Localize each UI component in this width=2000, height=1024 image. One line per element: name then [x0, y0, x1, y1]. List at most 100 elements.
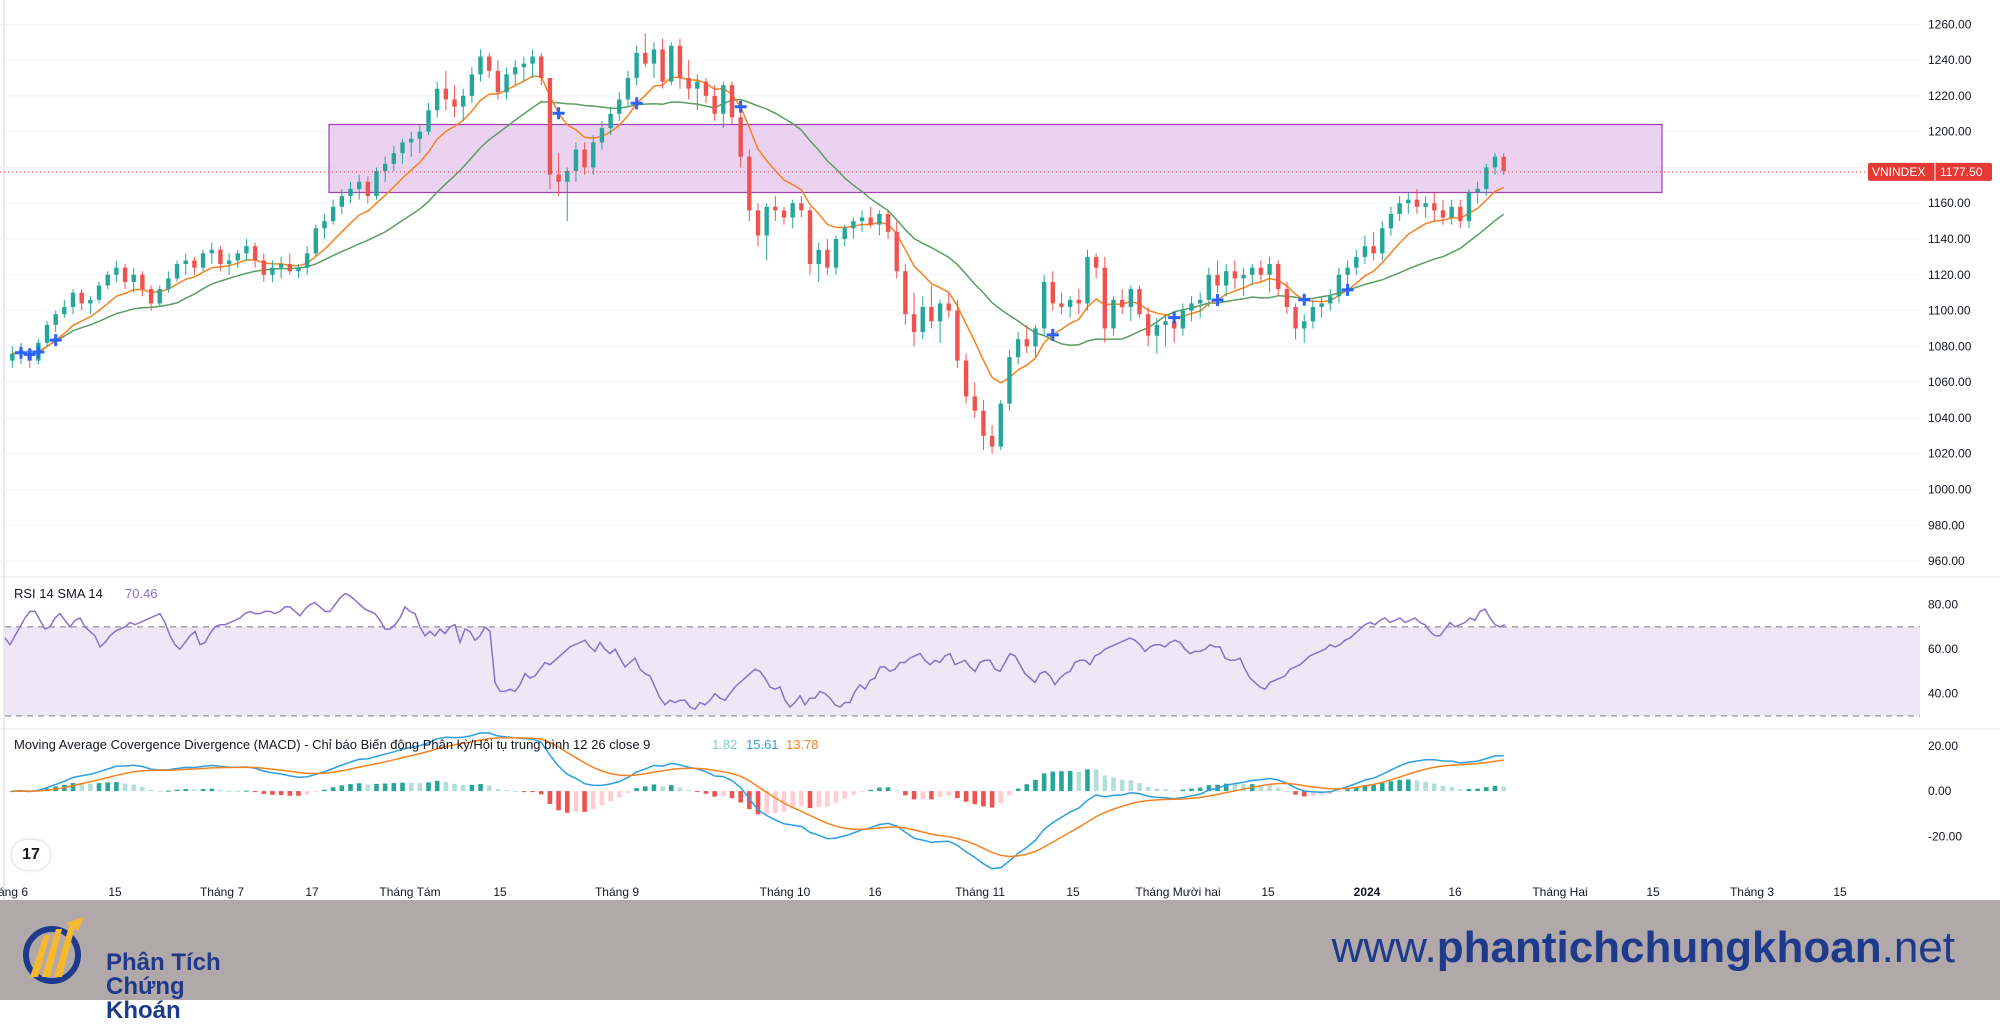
macd-histogram-bar — [209, 788, 215, 792]
candle-body — [1076, 299, 1082, 304]
candle-body — [521, 63, 527, 68]
chart-svg[interactable]: 1260.001240.001220.001200.001180.001160.… — [0, 0, 2000, 900]
candle-body — [539, 56, 544, 78]
price-axis-label: 1140.00 — [1928, 232, 1971, 246]
candle-body — [1284, 289, 1290, 307]
time-axis-label: 17 — [305, 885, 319, 899]
candle-body — [1328, 296, 1333, 304]
macd-histogram-bar — [96, 783, 102, 792]
candle-body — [1180, 310, 1186, 329]
macd-histogram-bar — [773, 791, 778, 814]
time-axis-label: 16 — [1448, 885, 1462, 899]
tradingview-logo[interactable]: 17 — [12, 840, 50, 870]
macd-histogram-bar — [192, 789, 197, 792]
candle-body — [1388, 213, 1394, 229]
candle-body — [330, 206, 336, 222]
macd-histogram-bar — [1466, 788, 1472, 792]
candle-body — [339, 196, 345, 207]
macd-histogram-bar — [426, 782, 431, 792]
macd-histogram-bar — [1119, 779, 1125, 792]
macd-histogram-bar — [88, 783, 93, 792]
candle-body — [738, 117, 743, 157]
macd-histogram-bar — [1492, 785, 1498, 792]
macd-histogram-bar — [1336, 791, 1342, 793]
macd-histogram-bar — [660, 786, 665, 792]
candle-body — [1059, 303, 1064, 307]
candle-body — [461, 95, 466, 107]
candle-body — [157, 289, 162, 304]
macd-histogram-bar — [946, 791, 952, 796]
candle-body — [1050, 281, 1055, 304]
candle-body — [764, 206, 769, 236]
macd-histogram-bar — [703, 791, 709, 794]
website-url[interactable]: www.phantichchungkhoan.net — [1332, 920, 1955, 976]
candle-body — [1189, 303, 1194, 311]
macd-histogram-bar — [1371, 784, 1376, 792]
macd-histogram-bar — [885, 787, 891, 792]
candle-body — [911, 314, 917, 333]
candle-body — [1015, 339, 1021, 358]
macd-signal-value: 13.78 — [786, 737, 819, 752]
candle-body — [643, 52, 648, 64]
macd-histogram-bar — [1353, 787, 1359, 792]
ma-cross-marker — [49, 334, 62, 347]
price-axis-label: 1220.00 — [1928, 89, 1972, 103]
macd-histogram-bar — [842, 791, 848, 799]
macd-histogram-bar — [747, 791, 752, 810]
macd-axis-label: -20.00 — [1928, 829, 1962, 843]
macd-histogram-bar — [825, 791, 830, 807]
time-axis-label: Tháng Tám — [379, 885, 440, 899]
candle-body — [1293, 306, 1298, 329]
candle-body — [755, 210, 761, 236]
macd-histogram-bar — [452, 783, 457, 792]
macd-histogram-bar — [365, 784, 371, 792]
macd-histogram-bar — [157, 790, 163, 792]
stock-chart[interactable]: 1260.001240.001220.001200.001180.001160.… — [0, 0, 2000, 900]
macd-histogram-bar — [1319, 791, 1324, 796]
macd-histogram-bar — [339, 785, 345, 792]
macd-histogram-bar — [79, 783, 84, 792]
rsi-value: 70.46 — [125, 586, 158, 601]
candle-body — [79, 292, 84, 304]
macd-histogram-bar — [278, 791, 284, 795]
macd-histogram-bar — [781, 791, 787, 812]
macd-histogram-bar — [590, 791, 596, 810]
candle-body — [669, 45, 674, 82]
macd-hist-value: 1.82 — [712, 737, 737, 752]
candle-body — [1128, 289, 1134, 307]
macd-line — [12, 732, 1504, 870]
macd-histogram-bar — [1007, 791, 1012, 796]
macd-histogram-bar — [382, 783, 388, 792]
candle-body — [400, 142, 405, 154]
candle-body — [1310, 306, 1316, 322]
candle-body — [1466, 192, 1472, 222]
candle-body — [417, 131, 423, 139]
candle-body — [1380, 228, 1385, 254]
candle-body — [235, 253, 240, 261]
candle-body — [955, 310, 960, 361]
macd-histogram-bar — [998, 791, 1004, 804]
macd-histogram-bar — [504, 790, 509, 792]
candle-body — [937, 303, 943, 322]
candle-body — [1449, 206, 1454, 218]
macd-histogram-bar — [668, 785, 674, 792]
macd-histogram-bar — [400, 782, 405, 792]
macd-histogram-bar — [1041, 773, 1047, 792]
brand-logo[interactable]: Phân Tích Chứng Khoán — [20, 915, 250, 1023]
macd-histogram-bar — [764, 791, 769, 815]
candle-body — [842, 228, 847, 240]
macd-histogram-bar — [330, 787, 336, 792]
macd-histogram-bar — [1484, 787, 1489, 792]
rsi-axis-label: 60.00 — [1928, 642, 1958, 656]
macd-histogram-bar — [877, 787, 882, 792]
candle-body — [1232, 271, 1238, 279]
candle-body — [634, 52, 639, 78]
macd-histogram-bar — [1145, 786, 1151, 792]
last-price-tag — [1868, 162, 1992, 181]
candle-body — [1258, 267, 1264, 275]
candle-body — [122, 267, 128, 282]
macd-histogram-bar — [972, 791, 978, 805]
macd-histogram-bar — [1275, 787, 1281, 792]
candle-body — [1362, 246, 1368, 257]
candle-body — [226, 260, 232, 265]
